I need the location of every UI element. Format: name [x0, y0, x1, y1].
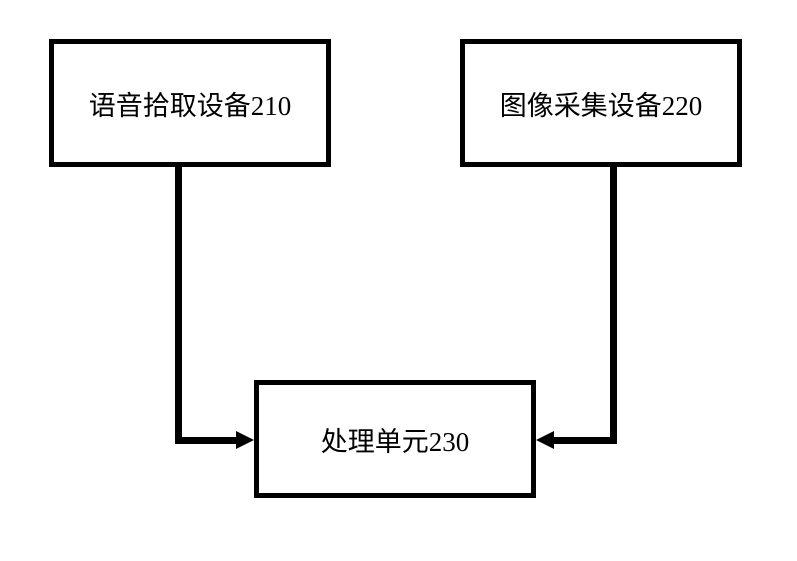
- edge-image-to-proc-v: [610, 167, 617, 444]
- node-audio-capture: 语音拾取设备210: [49, 39, 331, 167]
- diagram-canvas: 语音拾取设备210 图像采集设备220 处理单元230: [0, 0, 797, 561]
- edge-audio-to-proc-arrowhead: [236, 431, 254, 449]
- node-processing-unit-label: 处理单元230: [321, 420, 470, 459]
- edge-image-to-proc-arrowhead: [536, 431, 554, 449]
- edge-audio-to-proc-v: [175, 167, 182, 444]
- node-image-capture-label: 图像采集设备220: [500, 84, 703, 123]
- node-audio-capture-label: 语音拾取设备210: [89, 84, 292, 123]
- node-image-capture: 图像采集设备220: [460, 39, 742, 167]
- edge-audio-to-proc-h: [175, 437, 236, 444]
- node-processing-unit: 处理单元230: [254, 380, 536, 498]
- edge-image-to-proc-h: [554, 437, 617, 444]
